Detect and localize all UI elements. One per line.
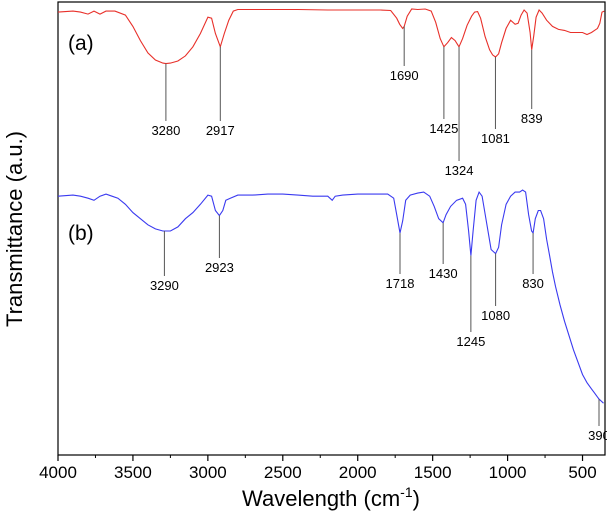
peak-label: 1425 (429, 121, 458, 136)
y-axis-title: Transmittance (a.u.) (2, 131, 27, 327)
x-tick-label: 1500 (414, 463, 452, 482)
x-tick-label: 2000 (339, 463, 377, 482)
peak-label: 2923 (205, 260, 234, 275)
panel-label-a: (a) (68, 32, 94, 55)
x-tick-label: 1000 (489, 463, 527, 482)
peak-label: 1430 (429, 266, 458, 281)
panel-label-b: (b) (68, 222, 94, 245)
peak-label: 3290 (150, 278, 179, 293)
peak-label: 830 (522, 276, 544, 291)
peak-label: 1324 (445, 163, 474, 178)
x-tick-label: 3500 (114, 463, 152, 482)
peak-label: 1080 (481, 308, 510, 323)
series-line-a (57, 8, 605, 65)
peak-label: 3280 (151, 123, 180, 138)
peak-label: 1718 (386, 276, 415, 291)
x-axis-ticks: 4000 3500 3000 2500 2000 1500 1000 500 (39, 455, 597, 482)
x-tick-label: 3000 (189, 463, 227, 482)
peak-label: 1081 (481, 131, 510, 146)
x-tick-label: 2500 (264, 463, 302, 482)
x-axis-title: Wavelength (cm-1) (242, 484, 420, 511)
series-line-b (57, 189, 604, 404)
plot-frame (57, 1, 606, 456)
peak-annotations: 3280 2917 1690 1425 1324 1081 839 3290 2923 1718 1… (150, 26, 607, 443)
peak-label: 1245 (456, 334, 485, 349)
peak-label: 390 (588, 428, 607, 443)
series-layer (57, 8, 605, 404)
peak-label: 1690 (390, 68, 419, 83)
peak-label: 839 (521, 111, 543, 126)
x-tick-label: 4000 (39, 463, 77, 482)
x-tick-label: 500 (568, 463, 596, 482)
peak-label: 2917 (206, 123, 235, 138)
